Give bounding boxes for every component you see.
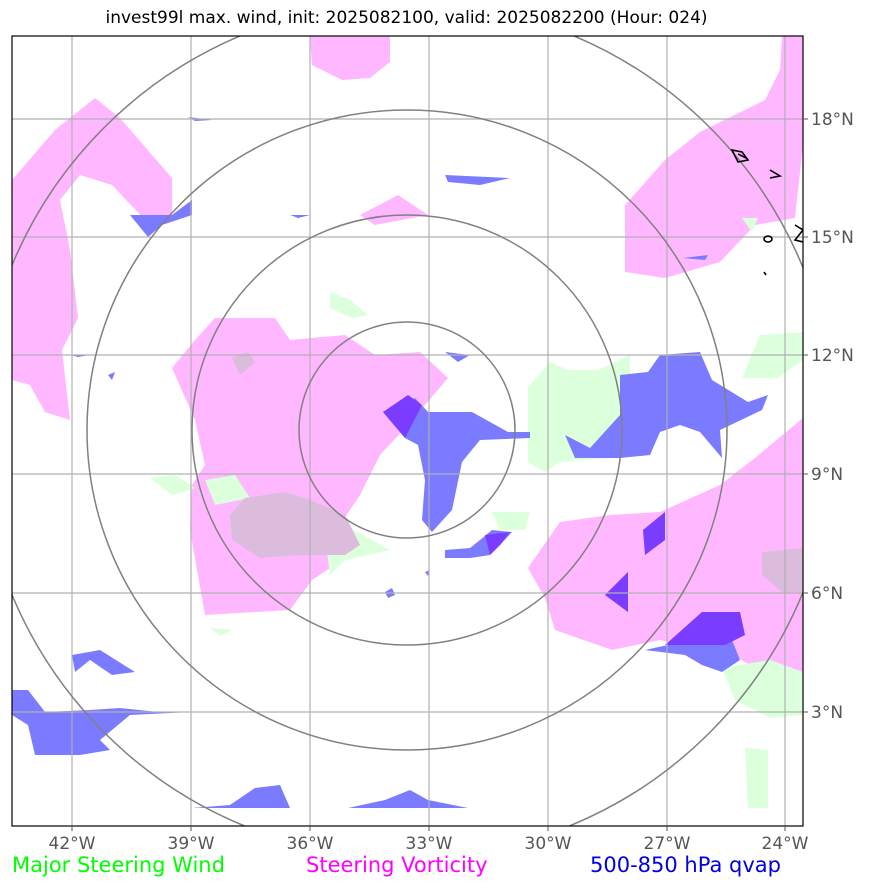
x-tick-label: 27°W xyxy=(644,834,691,854)
wind-contours xyxy=(730,148,803,276)
x-tick-label: 39°W xyxy=(168,834,215,854)
map-title: invest99l max. wind, init: 2025082100, v… xyxy=(105,8,708,28)
steering-wind-shading xyxy=(150,218,803,808)
x-tick-label: 42°W xyxy=(49,834,96,854)
y-tick-label: 9°N xyxy=(811,465,843,485)
x-tick-label: 33°W xyxy=(406,834,453,854)
y-tick-label: 6°N xyxy=(811,584,843,604)
legend-major-steering-wind: Major Steering Wind xyxy=(12,853,225,877)
y-tick-label: 15°N xyxy=(811,228,854,248)
graticule xyxy=(12,36,803,826)
x-tick-label: 24°W xyxy=(762,834,809,854)
range-rings xyxy=(12,36,803,826)
y-tick-label: 12°N xyxy=(811,346,854,366)
overlap-shading xyxy=(230,352,803,592)
plot-frame xyxy=(11,35,804,827)
qvap-strong-shading xyxy=(383,395,745,645)
y-tick-label: 3°N xyxy=(811,703,843,723)
legend-steering-vorticity: Steering Vorticity xyxy=(306,853,488,877)
legend-qvap: 500-850 hPa qvap xyxy=(590,853,781,877)
y-tick-label: 18°N xyxy=(811,110,854,130)
x-tick-label: 36°W xyxy=(287,834,334,854)
x-tick-label: 30°W xyxy=(525,834,572,854)
